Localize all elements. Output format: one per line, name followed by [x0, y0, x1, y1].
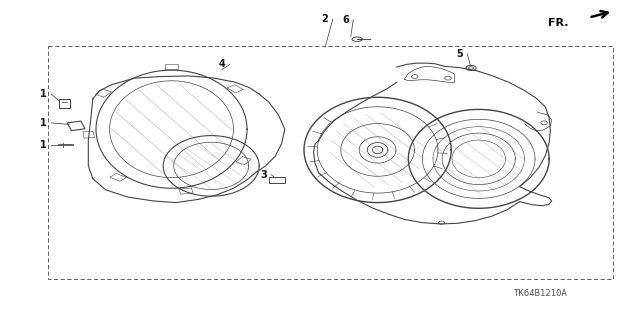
- Text: 3: 3: [260, 170, 267, 180]
- Text: 5: 5: [456, 48, 463, 59]
- Text: 1: 1: [40, 89, 47, 99]
- Bar: [59, 99, 70, 108]
- Text: 4: 4: [219, 59, 225, 70]
- Text: 1: 1: [40, 140, 47, 150]
- Bar: [67, 121, 85, 130]
- Text: 1: 1: [40, 118, 47, 128]
- Bar: [269, 177, 285, 183]
- Text: 2: 2: [322, 14, 328, 24]
- Text: 6: 6: [342, 15, 349, 25]
- Text: FR.: FR.: [548, 18, 568, 28]
- Text: TK64B1210A: TK64B1210A: [514, 289, 568, 298]
